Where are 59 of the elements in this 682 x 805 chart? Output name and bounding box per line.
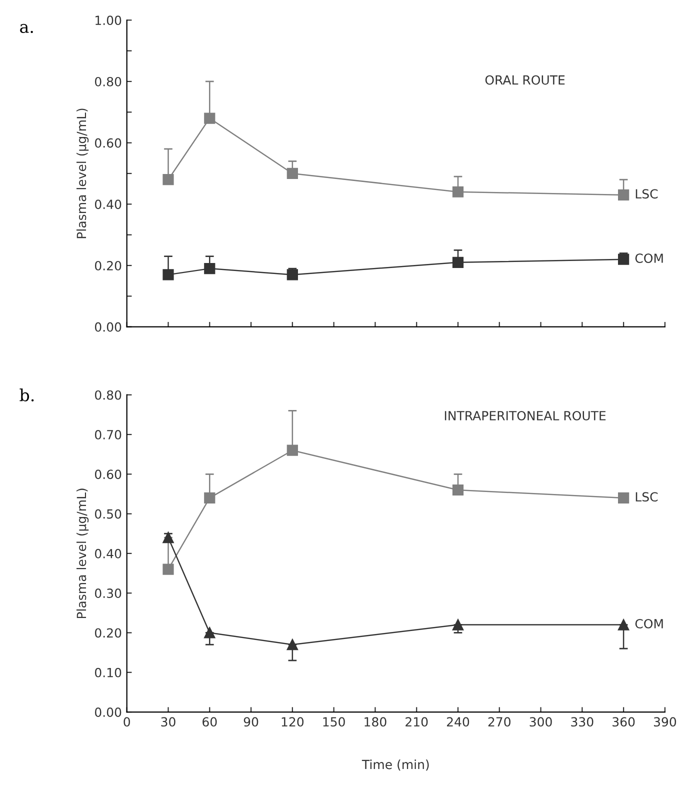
y-tick-label: 0.20 xyxy=(94,628,122,638)
y-axis-title: Plasma level (µg/mL) xyxy=(76,108,89,238)
y-axis-title: Plasma level (µg/mL) xyxy=(76,488,89,618)
point xyxy=(286,168,298,180)
point xyxy=(452,619,464,630)
point xyxy=(618,619,630,630)
point xyxy=(286,639,298,650)
point xyxy=(286,269,298,280)
y-tick-label: 0.80 xyxy=(94,76,122,86)
y-tick-label: 0.60 xyxy=(94,138,122,148)
x-tick-label: 0 xyxy=(124,717,130,727)
y-tick-label: 0.10 xyxy=(94,668,122,678)
x-tick-label: 300 xyxy=(530,717,552,727)
y-tick-label: 1.00 xyxy=(96,16,122,26)
x-tick-label: 270 xyxy=(488,717,510,727)
point xyxy=(618,492,630,504)
point xyxy=(162,174,174,186)
x-tick-label: 210 xyxy=(406,717,428,727)
text: ORAL ROUTE xyxy=(485,75,565,85)
point xyxy=(204,112,216,124)
text: INTRAPERITONEAL ROUTE xyxy=(444,410,606,420)
x-tick-label: 60 xyxy=(202,717,217,727)
y-tick-label: 0.40 xyxy=(94,200,122,210)
point xyxy=(162,532,174,544)
y-tick-label: 0.70 xyxy=(94,430,122,440)
point xyxy=(204,627,216,638)
x-tick-label: 30 xyxy=(161,717,176,727)
y-tick-label: 0.30 xyxy=(94,588,122,598)
y-tick-label: 0.50 xyxy=(94,509,122,519)
point xyxy=(204,263,216,274)
x-tick-label: 240 xyxy=(446,717,470,727)
x-tick-label: 150 xyxy=(323,717,345,727)
series-label: LSC xyxy=(636,492,658,502)
y-tick-label: 0.40 xyxy=(94,548,122,558)
y-tick-label: 0.60 xyxy=(94,470,122,480)
point xyxy=(618,189,630,201)
point xyxy=(162,564,174,575)
series-label: LSC xyxy=(636,189,658,199)
x-tick-label: 360 xyxy=(612,717,635,727)
point xyxy=(452,186,464,198)
y-tick-label: 0.20 xyxy=(94,260,122,270)
point xyxy=(204,492,216,504)
text: a. xyxy=(20,24,33,34)
series-label: COM xyxy=(635,254,663,263)
point xyxy=(452,484,464,496)
y-tick-label: 0.00 xyxy=(94,707,122,717)
point xyxy=(162,269,174,280)
x-tick-label: 90 xyxy=(244,717,258,727)
x-tick-label: 120 xyxy=(282,717,304,727)
y-tick-label: 0.00 xyxy=(94,322,122,332)
point xyxy=(286,444,298,456)
text: b. xyxy=(20,388,34,402)
x-tick-label: 390 xyxy=(654,717,676,727)
x-axis-title: Time (min) xyxy=(362,760,429,771)
x-tick-label: 330 xyxy=(571,717,594,727)
point xyxy=(452,256,464,268)
y-tick-label: 0.80 xyxy=(94,390,122,400)
x-tick-label: 180 xyxy=(364,717,386,727)
series-label: COM xyxy=(635,618,663,628)
